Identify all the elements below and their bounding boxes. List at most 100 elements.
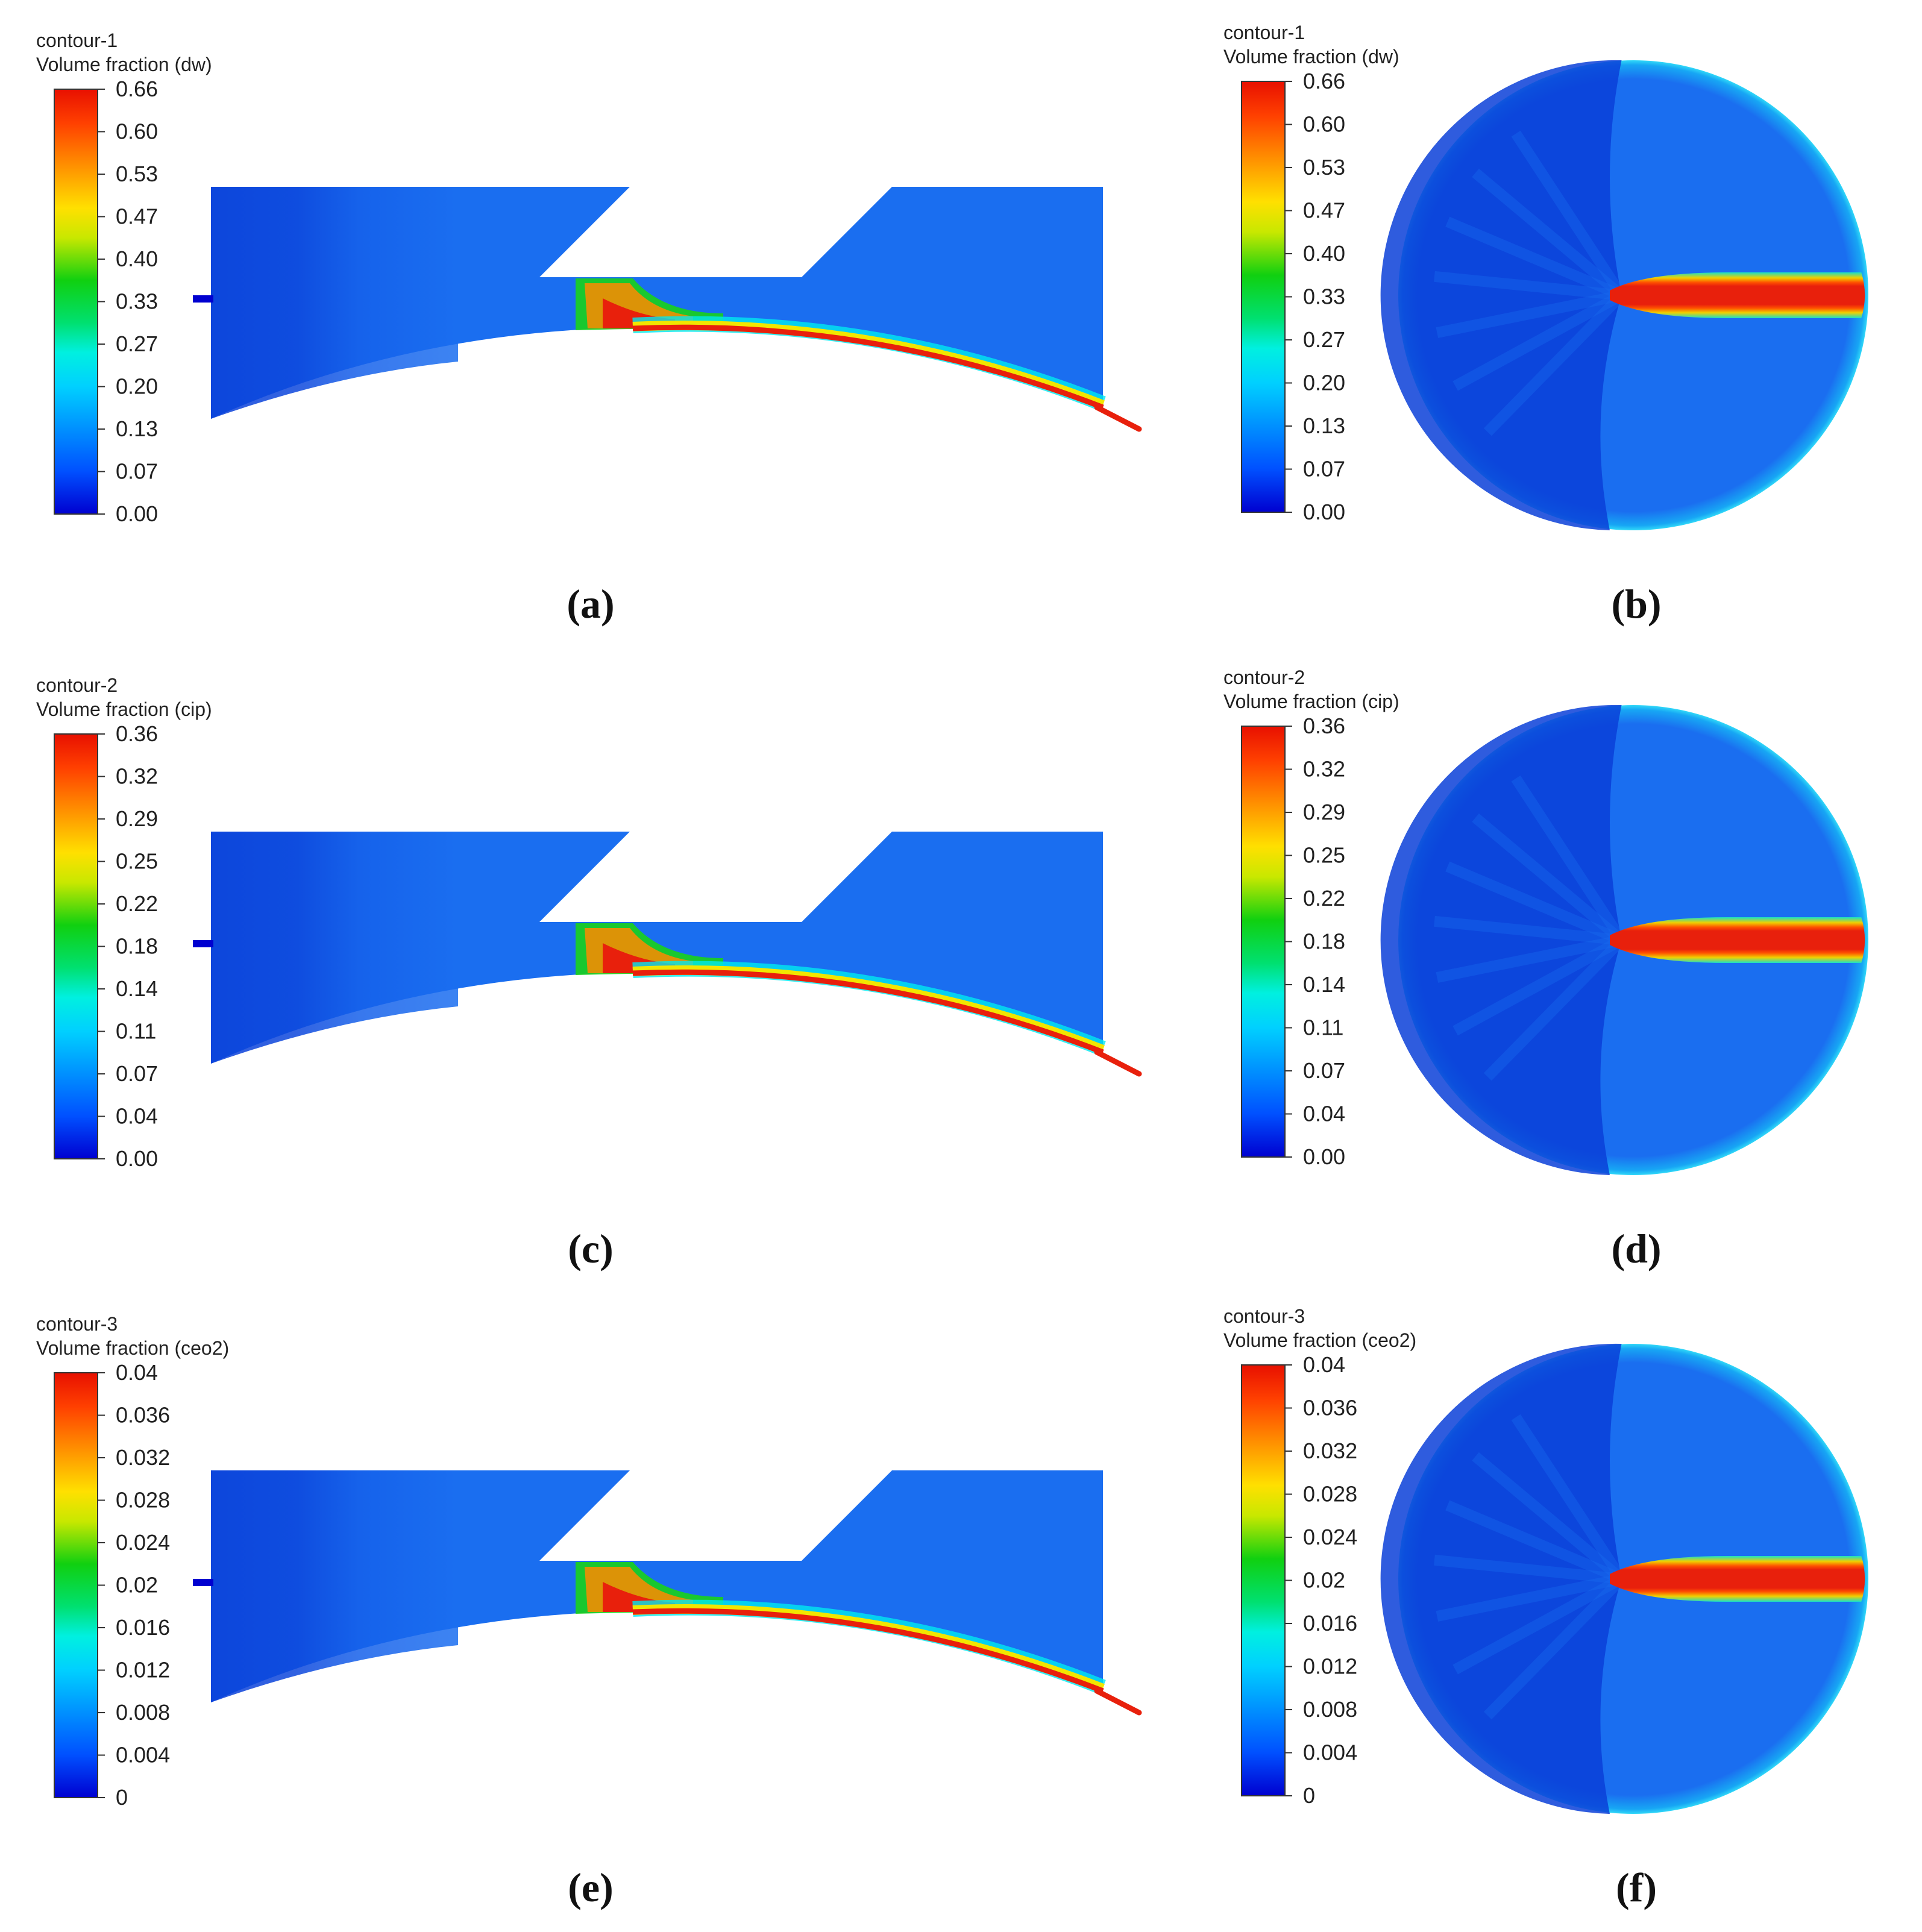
colorbar-tick-label: 0.20	[116, 374, 158, 399]
colorbar-tick-label: 0.07	[116, 1061, 158, 1086]
flow-streak	[1445, 1500, 1624, 1584]
colorbar-tick-label: 0.13	[116, 416, 158, 441]
colorbar-tick-label: 0	[116, 1785, 128, 1810]
flow-streak	[1483, 1575, 1625, 1720]
colorbar-tick-label: 0.016	[116, 1615, 170, 1640]
panel-caption: (e)	[568, 1865, 613, 1910]
dark-left-region	[1380, 1343, 1622, 1814]
colorbar-tick-label: 0.11	[1303, 1015, 1343, 1040]
inlet-tube	[193, 295, 213, 303]
colorbar	[1241, 726, 1286, 1158]
colorbar-tick-label: 0.07	[1303, 457, 1345, 481]
colorbar-tick-label: 0.27	[116, 331, 158, 356]
colorbar-tick-label: 0.33	[116, 289, 158, 314]
colorbar-tick-label: 0.028	[116, 1488, 170, 1513]
flow-streak	[1445, 861, 1624, 946]
inlet-tube	[193, 1579, 213, 1586]
panel-caption: (d)	[1611, 1226, 1661, 1272]
panel-caption: (b)	[1611, 581, 1661, 627]
flow-streak	[1511, 775, 1627, 943]
inlet-dark-region	[211, 187, 458, 419]
panel-caption: (f)	[1616, 1865, 1657, 1910]
colorbar-tick-label: 0.29	[116, 806, 158, 831]
wall-layer-red	[632, 324, 1104, 410]
wall-layer-red	[632, 1608, 1104, 1694]
jet-plume	[1610, 1556, 1865, 1602]
colorbar-tick-label: 0.07	[116, 459, 158, 484]
dark-left-region	[1380, 60, 1622, 531]
legend-subtitle: Volume fraction (dw)	[1223, 46, 1399, 67]
colorbar-tick-label: 0.40	[116, 246, 158, 271]
colorbar-tick-label: 0.53	[1303, 155, 1345, 180]
legend-subtitle: Volume fraction (dw)	[36, 54, 212, 75]
colorbar-tick-label: 0.02	[1303, 1568, 1345, 1593]
colorbar-tick-label: 0.032	[116, 1445, 170, 1470]
colorbar-tick-label: 0.004	[116, 1743, 170, 1767]
colorbar-tick-label: 0.024	[1303, 1525, 1357, 1549]
panel-a: contour-1 Volume fraction (dw)0.66 0.60 0.5…	[36, 30, 1142, 627]
colorbar-tick-label: 0.14	[1303, 972, 1345, 997]
flow-streak	[1511, 130, 1627, 298]
legend-subtitle: Volume fraction (ceo2)	[1223, 1329, 1416, 1351]
flow-streak	[1452, 1574, 1624, 1675]
colorbar-tick-label: 0.22	[116, 891, 158, 916]
colorbar-tick-label: 0.024	[116, 1530, 170, 1555]
legend-title: contour-1	[36, 30, 118, 51]
colorbar	[54, 89, 98, 515]
colorbar-tick-label: 0.032	[1303, 1438, 1357, 1463]
flow-streak	[1436, 1573, 1623, 1622]
colorbar-tick-label: 0.036	[116, 1403, 170, 1428]
legend-title: contour-3	[36, 1313, 118, 1335]
legend-title: contour-2	[1223, 666, 1305, 688]
colorbar-tick-label: 0.04	[116, 1104, 158, 1129]
colorbar-tick-label: 0.60	[116, 119, 158, 144]
colorbar-tick-label: 0.028	[1303, 1482, 1357, 1507]
outlet-streak	[1094, 404, 1142, 432]
colorbar-tick-label: 0.36	[116, 721, 158, 746]
colorbar	[54, 733, 98, 1159]
flow-streak	[1452, 935, 1624, 1036]
dark-left-region	[1380, 704, 1622, 1175]
panel-d: contour-2 Volume fraction (cip)0.36 0.32 0.…	[1223, 666, 1868, 1272]
colorbar-tick-label: 0.07	[1303, 1058, 1345, 1083]
flow-streak	[1434, 915, 1622, 946]
jet-plume	[1610, 917, 1865, 963]
inlet-dark-region	[211, 1470, 458, 1702]
legend-subtitle: Volume fraction (cip)	[1223, 691, 1399, 712]
colorbar-tick-label: 0.22	[1303, 886, 1345, 911]
colorbar	[1241, 81, 1286, 513]
legend-title: contour-1	[1223, 22, 1305, 43]
colorbar-tick-label: 0.60	[1303, 112, 1345, 137]
flow-streak	[1483, 291, 1625, 436]
flow-streak	[1434, 1554, 1622, 1584]
flow-streak	[1436, 935, 1623, 983]
colorbar-tick-label: 0.00	[116, 1146, 158, 1171]
colorbar-tick-label: 0.14	[116, 976, 158, 1001]
flow-streak	[1434, 271, 1622, 301]
panel-caption: (c)	[568, 1226, 613, 1272]
colorbar-tick-label: 0	[1303, 1783, 1315, 1808]
colorbar-tick-label: 0.33	[1303, 284, 1345, 309]
colorbar-tick-label: 0.004	[1303, 1740, 1357, 1765]
inlet-dark-region	[211, 832, 458, 1064]
colorbar-tick-label: 0.04	[116, 1360, 158, 1385]
colorbar-tick-label: 0.29	[1303, 800, 1345, 824]
colorbar-tick-label: 0.47	[1303, 198, 1345, 223]
colorbar-tick-label: 0.25	[116, 849, 158, 874]
flow-streak	[1472, 813, 1625, 944]
flow-streak	[1472, 1452, 1625, 1583]
colorbar-tick-label: 0.04	[1303, 1352, 1345, 1377]
colorbar-tick-label: 0.00	[1303, 1144, 1345, 1169]
colorbar-tick-label: 0.008	[1303, 1697, 1357, 1722]
colorbar	[54, 1372, 98, 1798]
wall-layer-red	[632, 969, 1104, 1055]
colorbar-tick-label: 0.25	[1303, 843, 1345, 868]
outlet-streak	[1094, 1688, 1142, 1716]
colorbar-tick-label: 0.18	[1303, 929, 1345, 954]
colorbar-tick-label: 0.02	[116, 1573, 158, 1598]
colorbar-tick-label: 0.27	[1303, 327, 1345, 352]
